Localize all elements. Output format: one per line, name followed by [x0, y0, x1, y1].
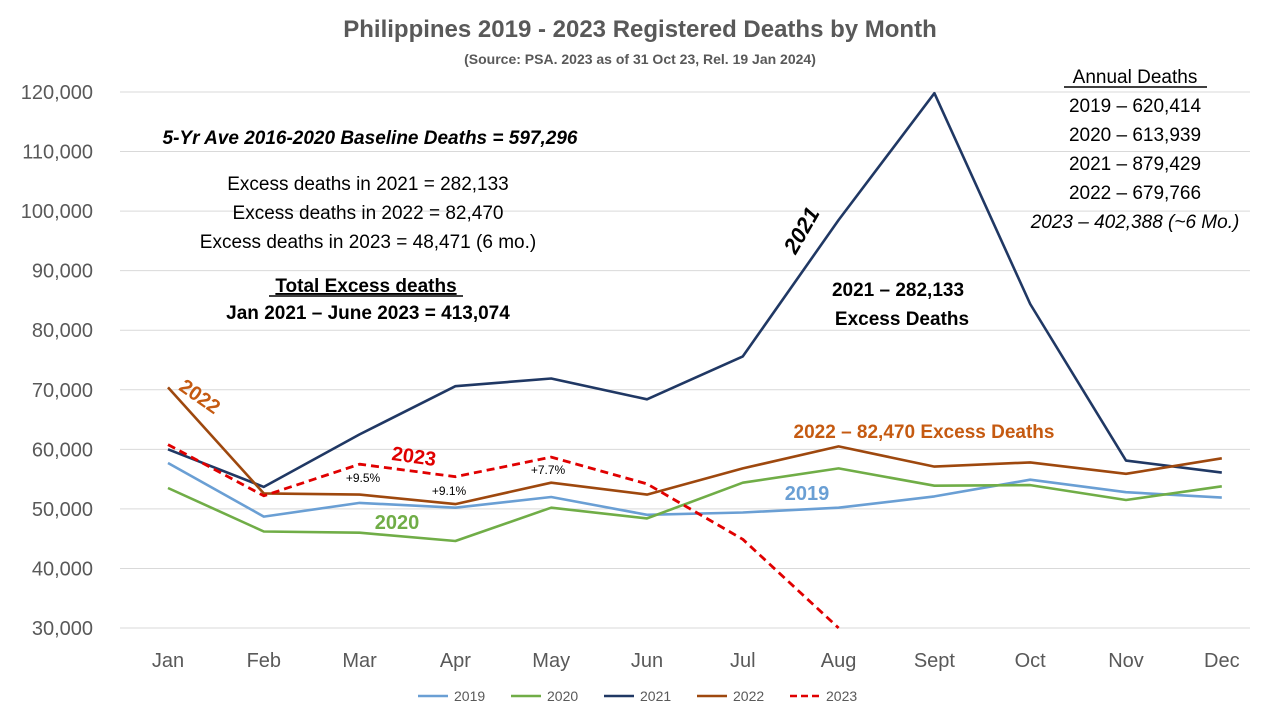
- label-2019: 2019: [785, 483, 830, 505]
- label-2021-excess-line2: Excess Deaths: [835, 309, 969, 330]
- annual-2023: 2023 – 402,388 (~6 Mo.): [1030, 212, 1240, 233]
- x-tick-label: Dec: [1204, 650, 1240, 672]
- pct-apr: +9.1%: [432, 484, 467, 498]
- legend-label-2020: 2020: [547, 688, 578, 704]
- y-axis-ticks: 30,000 40,000 50,000 60,000 70,000 80,000 90,0…: [21, 82, 93, 640]
- label-2020: 2020: [375, 512, 420, 534]
- x-axis-ticks: Jan Feb Mar Apr May Jun Jul Aug Sept Oct Nov Dec: [152, 650, 1240, 672]
- annual-2020: 2020 – 613,939: [1069, 125, 1201, 146]
- label-2023: 2023: [390, 443, 437, 471]
- chart-subtitle: (Source: PSA. 2023 as of 31 Oct 23, Rel.…: [464, 51, 816, 67]
- x-tick-label: Sept: [914, 650, 956, 672]
- x-tick-label: Mar: [342, 650, 377, 672]
- x-tick-label: Nov: [1108, 650, 1144, 672]
- x-tick-label: Aug: [821, 650, 857, 672]
- series-line-2020: [167, 467, 1222, 543]
- x-tick-label: Jul: [730, 650, 756, 672]
- series-line-2022: [167, 386, 1223, 506]
- label-2022: 2022: [175, 375, 224, 419]
- x-tick-label: Oct: [1015, 650, 1047, 672]
- x-tick-label: Apr: [440, 650, 471, 672]
- annual-2021: 2021 – 879,429: [1069, 154, 1201, 175]
- annual-2019: 2019 – 620,414: [1069, 96, 1202, 117]
- x-tick-label: Jun: [631, 650, 663, 672]
- y-tick-label: 60,000: [32, 439, 93, 461]
- y-tick-label: 110,000: [22, 142, 93, 164]
- y-tick-label: 120,000: [21, 82, 93, 104]
- legend: 2019 2020 2021 2022 2023: [418, 688, 857, 704]
- y-tick-label: 100,000: [21, 201, 93, 223]
- excess-2023-annotation: Excess deaths in 2023 = 48,471 (6 mo.): [200, 232, 536, 253]
- annual-deaths-title: Annual Deaths: [1073, 67, 1198, 88]
- excess-2022-annotation: Excess deaths in 2022 = 82,470: [233, 203, 504, 224]
- legend-label-2022: 2022: [733, 688, 764, 704]
- baseline-annotation: 5-Yr Ave 2016-2020 Baseline Deaths = 597…: [163, 128, 578, 149]
- series-line-2023: [167, 443, 840, 630]
- legend-label-2019: 2019: [454, 688, 485, 704]
- legend-label-2021: 2021: [640, 688, 671, 704]
- x-tick-label: May: [532, 650, 570, 672]
- pct-mar: +9.5%: [346, 471, 381, 485]
- total-excess-title: Total Excess deaths: [275, 276, 456, 297]
- excess-2021-annotation: Excess deaths in 2021 = 282,133: [227, 174, 509, 195]
- annual-2022: 2022 – 679,766: [1069, 183, 1201, 204]
- y-tick-label: 50,000: [32, 499, 93, 521]
- y-tick-label: 40,000: [32, 558, 93, 580]
- x-tick-label: Jan: [152, 650, 184, 672]
- series-line-2019: [167, 461, 1222, 518]
- series-line-2021: [167, 91, 1222, 489]
- label-2022-excess: 2022 – 82,470 Excess Deaths: [794, 422, 1055, 443]
- series-lines: [167, 91, 1223, 630]
- label-2021-excess-line1: 2021 – 282,133: [832, 280, 964, 301]
- y-tick-label: 80,000: [32, 320, 93, 342]
- y-tick-label: 30,000: [32, 618, 93, 640]
- total-excess-value: Jan 2021 – June 2023 = 413,074: [226, 303, 510, 324]
- y-tick-label: 90,000: [32, 261, 93, 283]
- gridlines: [120, 91, 1250, 629]
- legend-label-2023: 2023: [826, 688, 857, 704]
- x-tick-label: Feb: [247, 650, 281, 672]
- pct-may: +7.7%: [531, 463, 566, 477]
- y-tick-label: 70,000: [32, 380, 93, 402]
- chart-title: Philippines 2019 - 2023 Registered Death…: [343, 16, 937, 43]
